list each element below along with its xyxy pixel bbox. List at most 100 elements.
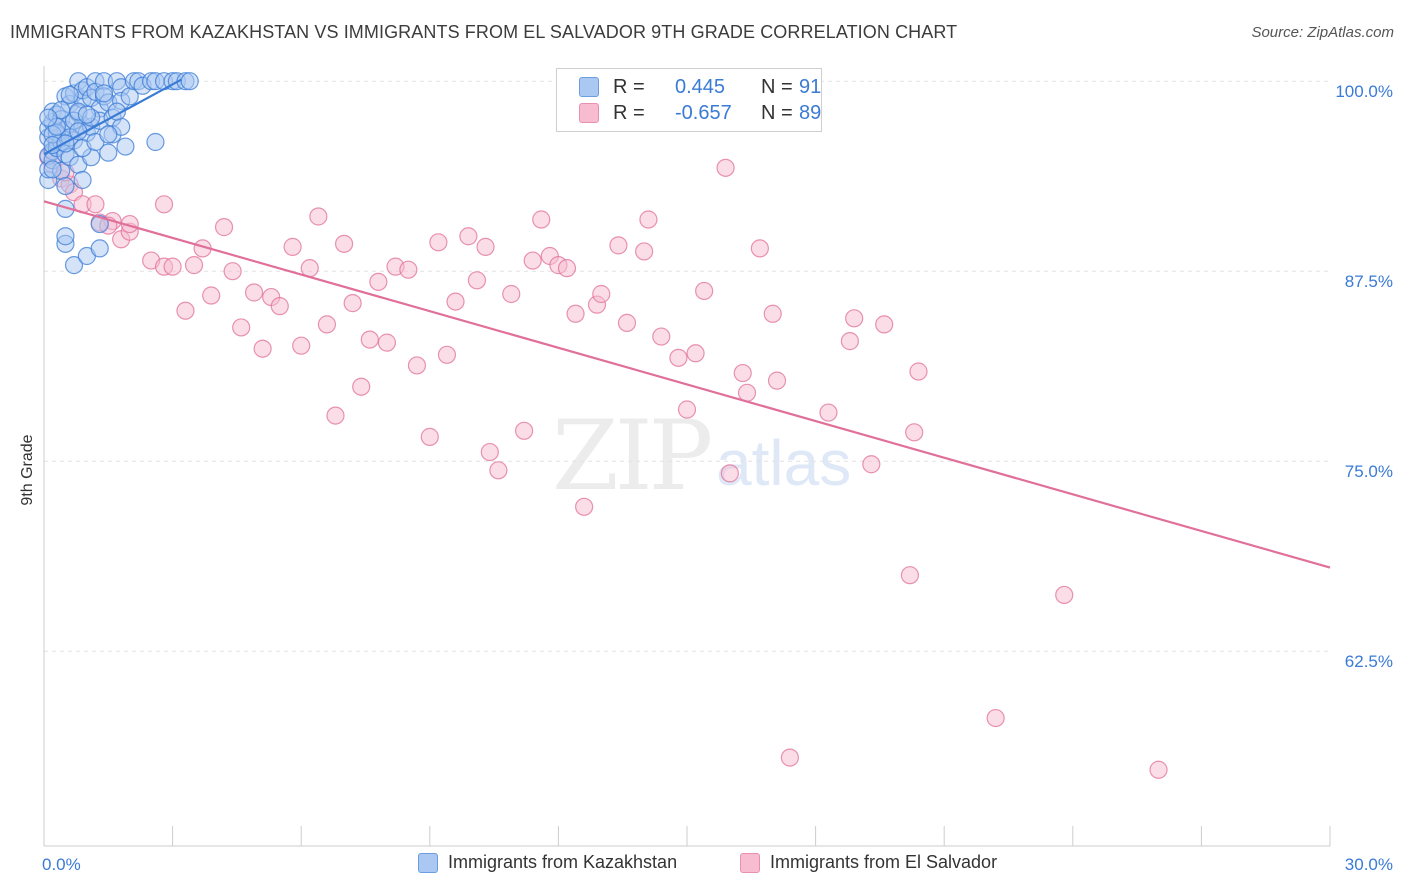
point-elsalvador [639,210,658,229]
point-elsalvador [532,210,551,229]
y-tick-label: 75.0% [1345,462,1393,481]
point-elsalvador [244,283,264,302]
point-kazakhstan [56,176,75,196]
point-elsalvador [909,362,928,381]
point-elsalvador [819,403,838,422]
point-elsalvador [283,237,302,256]
point-elsalvador [300,259,319,278]
series-name-elsalvador: Immigrants from El Salvador [770,852,998,872]
point-elsalvador [360,330,379,349]
y-tick-label: 100.0% [1335,82,1393,101]
series-legend-kazakhstan: Immigrants from Kazakhstan [418,852,677,873]
y-tick-label: 87.5% [1345,272,1393,291]
point-kazakhstan [43,160,62,179]
point-elsalvador [695,281,714,301]
legend-swatch-elsalvador [579,103,599,123]
point-elsalvador [309,207,328,226]
source-label: Source: ZipAtlas.com [1251,24,1394,41]
point-kazakhstan [56,227,75,246]
x-tick-label-min: 0.0% [42,855,81,874]
point-elsalvador [686,344,705,363]
point-elsalvador [446,292,465,311]
point-elsalvador [780,748,799,767]
point-elsalvador [592,284,611,304]
point-kazakhstan [94,84,114,103]
point-elsalvador [202,286,221,305]
point-elsalvador [184,256,204,275]
legend-n-value: 91 [799,75,822,98]
point-kazakhstan [90,214,109,234]
point-elsalvador [232,318,251,337]
legend-r-value: -0.657 [675,101,732,124]
series-legend: Immigrants from Kazakhstan Immigrants fr… [0,852,1406,878]
legend-r-label: R = [613,75,645,98]
point-elsalvador [652,327,671,346]
trendline-kazakhstan [43,78,182,156]
legend-n-label: N = [761,75,793,98]
point-kazakhstan [60,85,79,104]
point-elsalvador [862,455,881,474]
point-elsalvador [223,262,242,281]
point-elsalvador [352,377,371,396]
point-elsalvador [270,297,289,316]
point-elsalvador [480,442,499,462]
point-elsalvador [476,237,495,256]
point-elsalvador [767,371,787,390]
point-elsalvador [407,356,427,375]
legend-r-label: R = [613,101,645,124]
point-elsalvador [566,304,585,323]
point-elsalvador [502,284,521,304]
point-kazakhstan [180,72,199,91]
point-kazakhstan [90,239,109,258]
point-kazakhstan [39,108,58,127]
legend-r-value: 0.445 [675,75,726,98]
point-elsalvador [467,271,487,290]
point-elsalvador [176,301,195,320]
point-elsalvador [733,363,752,383]
point-elsalvador [429,233,448,252]
series-swatch-elsalvador [740,852,760,873]
point-elsalvador [575,497,594,516]
watermark-atlas: atlas [716,427,852,499]
point-elsalvador [875,315,894,334]
point-elsalvador [326,406,345,425]
watermark-zip: ZIP [552,400,713,512]
point-elsalvador [489,461,508,480]
point-elsalvador [343,294,362,313]
point-elsalvador [317,315,337,334]
point-elsalvador [292,336,311,355]
point-elsalvador [377,333,397,352]
series-legend-elsalvador: Immigrants from El Salvador [740,852,997,873]
point-kazakhstan [116,137,135,156]
correlation-legend: R = 0.445 N = 91 R = -0.657 N = 89 [556,68,822,132]
point-elsalvador [420,427,439,446]
point-kazakhstan [99,143,118,162]
point-elsalvador [557,259,577,278]
series-swatch-kazakhstan [418,852,438,873]
point-elsalvador [459,227,478,246]
x-tick-label-max: 30.0% [1345,855,1393,874]
point-elsalvador [986,708,1005,728]
point-elsalvador [763,304,782,323]
point-elsalvador [609,236,628,255]
trendline-elsalvador [43,200,1331,569]
point-elsalvador [716,158,735,177]
point-elsalvador [635,242,654,261]
point-elsalvador [515,421,534,440]
point-elsalvador [900,566,920,585]
point-elsalvador [253,339,272,358]
point-elsalvador [523,251,542,270]
point-kazakhstan [99,125,118,144]
series-name-kazakhstan: Immigrants from Kazakhstan [448,852,678,872]
point-elsalvador [154,195,174,214]
point-elsalvador [617,313,637,332]
point-elsalvador [369,272,388,291]
point-elsalvador [720,464,739,483]
point-kazakhstan [146,132,165,152]
point-kazakhstan [77,105,96,124]
point-elsalvador [399,260,418,279]
point-elsalvador [845,309,864,328]
point-elsalvador [840,332,859,351]
legend-n-value: 89 [799,101,822,124]
